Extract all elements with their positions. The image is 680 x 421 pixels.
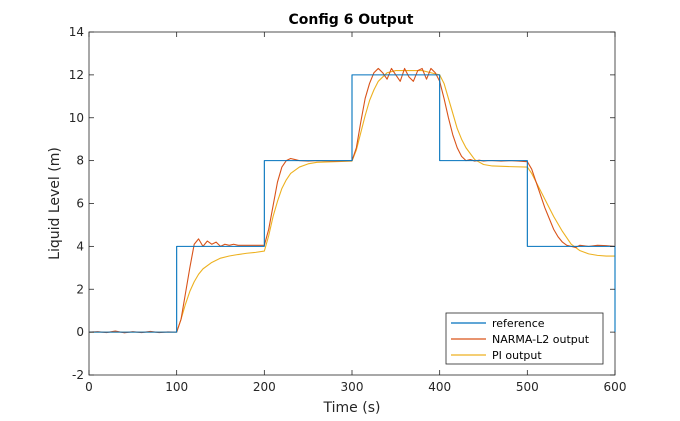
reference-line: [89, 74, 616, 333]
legend-label-narma-l2-output: NARMA-L2 output: [492, 333, 590, 346]
x-tick-label: 600: [604, 380, 627, 394]
y-tick-label: 4: [76, 239, 84, 253]
y-tick-label: 14: [69, 25, 84, 39]
chart-title: Config 6 Output: [289, 12, 414, 28]
x-tick-label: 400: [428, 380, 451, 394]
y-axis-title: Liquid Level (m): [47, 147, 63, 260]
x-tick-label: 200: [253, 380, 276, 394]
legend: reference NARMA-L2 output PI output: [445, 312, 604, 365]
legend-label-reference: reference: [492, 317, 545, 330]
y-tick-label: -2: [72, 368, 84, 382]
legend-label-pi-output: PI output: [492, 349, 542, 362]
x-tick-label: 300: [341, 380, 364, 394]
y-tick-label: 8: [76, 154, 84, 168]
narma-l2-output-line: [88, 67, 616, 334]
y-tick-label: 2: [76, 282, 84, 296]
y-tick-label: 0: [76, 325, 84, 339]
x-tick-label: 100: [165, 380, 188, 394]
x-tick-label: 500: [516, 380, 539, 394]
y-tick-label: 10: [69, 111, 84, 125]
series-layer: [88, 67, 616, 334]
pi-output-line: [89, 70, 615, 333]
y-tick-label: 12: [69, 68, 84, 82]
legend-items: reference NARMA-L2 output PI output: [451, 317, 590, 362]
x-axis-title: Time (s): [323, 400, 381, 416]
x-tick-label: 0: [85, 380, 93, 394]
y-tick-label: 6: [76, 197, 84, 211]
